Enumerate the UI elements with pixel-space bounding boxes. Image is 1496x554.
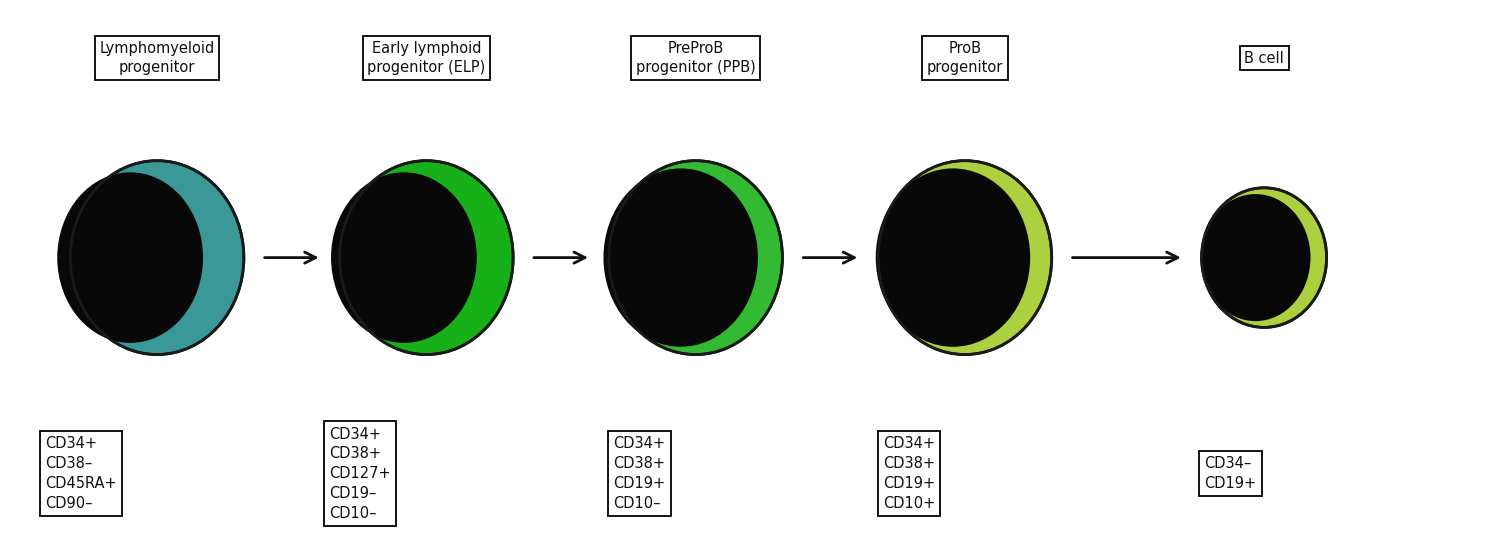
Ellipse shape	[340, 161, 513, 355]
Ellipse shape	[70, 161, 244, 355]
Text: CD34–
CD19+: CD34– CD19+	[1204, 456, 1257, 491]
Text: ProB
progenitor: ProB progenitor	[926, 41, 1004, 75]
Text: CD34+
CD38+
CD19+
CD10+: CD34+ CD38+ CD19+ CD10+	[883, 437, 935, 511]
Ellipse shape	[609, 161, 782, 355]
Ellipse shape	[603, 168, 758, 347]
Text: CD34+
CD38–
CD45RA+
CD90–: CD34+ CD38– CD45RA+ CD90–	[45, 437, 117, 511]
Ellipse shape	[1201, 188, 1327, 327]
Text: Lymphomyeloid
progenitor: Lymphomyeloid progenitor	[99, 41, 215, 75]
Text: CD34+
CD38+
CD127+
CD19–
CD10–: CD34+ CD38+ CD127+ CD19– CD10–	[329, 427, 390, 521]
Text: Early lymphoid
progenitor (ELP): Early lymphoid progenitor (ELP)	[367, 41, 486, 75]
Ellipse shape	[1200, 194, 1310, 321]
Text: B cell: B cell	[1245, 50, 1284, 66]
Ellipse shape	[875, 168, 1031, 347]
Ellipse shape	[57, 172, 203, 343]
Ellipse shape	[878, 161, 1052, 355]
Text: PreProB
progenitor (PPB): PreProB progenitor (PPB)	[636, 41, 755, 75]
Ellipse shape	[331, 172, 477, 343]
Text: CD34+
CD38+
CD19+
CD10–: CD34+ CD38+ CD19+ CD10–	[613, 437, 666, 511]
